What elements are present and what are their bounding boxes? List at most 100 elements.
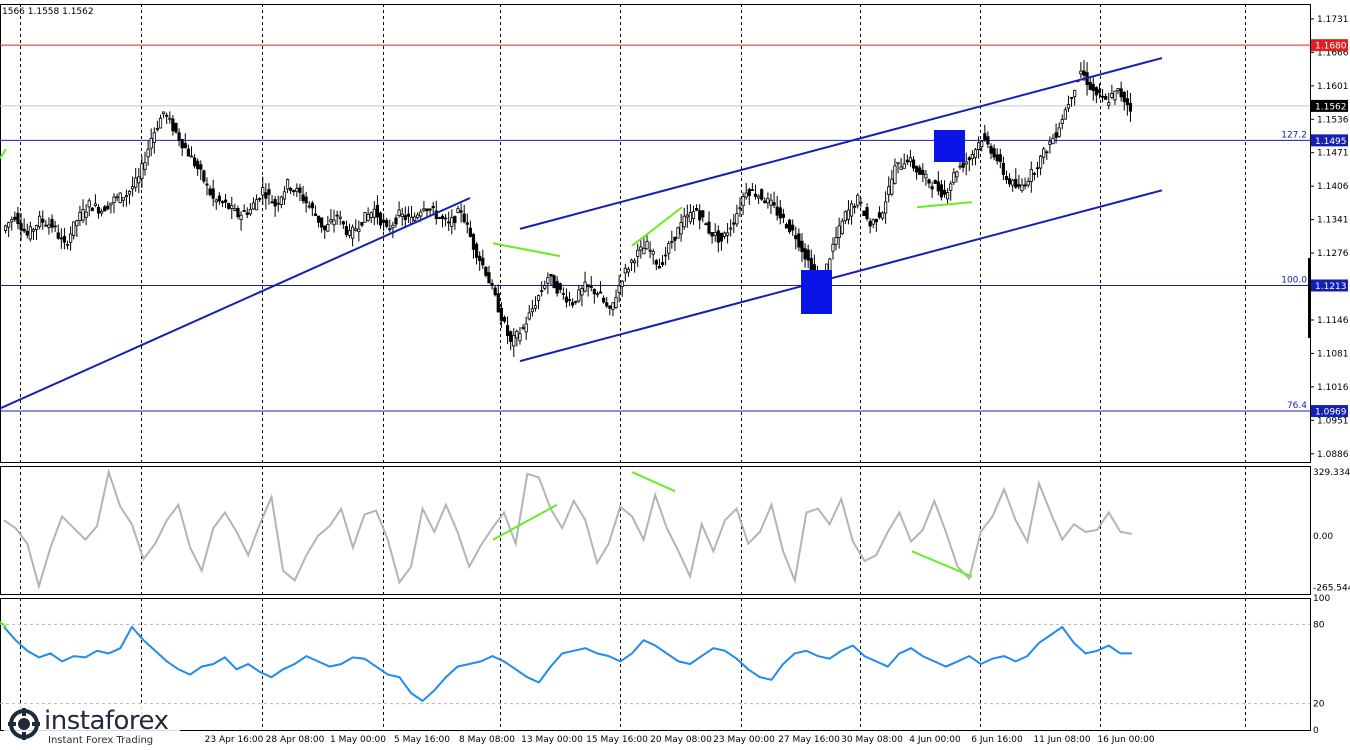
bull-candle (47, 224, 51, 228)
bear-candle (905, 159, 909, 163)
bear-candle (775, 206, 779, 216)
bear-candle (592, 288, 596, 295)
bull-candle (1011, 179, 1015, 186)
bear-candle (236, 208, 240, 217)
bull-candle (738, 207, 742, 210)
bull-candle (248, 209, 252, 215)
bear-candle (505, 325, 510, 336)
bear-candle (1128, 102, 1133, 112)
bear-candle (474, 243, 479, 258)
bull-candle (254, 199, 259, 211)
bear-candle (478, 255, 482, 262)
y-tick-label: 1.0886 (1317, 450, 1349, 460)
bull-candle (908, 157, 913, 162)
bear-candle (403, 215, 407, 221)
y-tick-label: 1.1666 (1317, 48, 1349, 58)
bear-candle (1014, 178, 1018, 188)
bear-candle (760, 189, 764, 200)
bear-candle (784, 224, 789, 229)
bear-candle (301, 194, 305, 202)
y-tick-label: 1.1081 (1317, 349, 1349, 359)
bear-candle (1119, 88, 1123, 98)
bull-candle (239, 214, 243, 221)
bear-candle (936, 181, 940, 192)
bull-candle (691, 211, 696, 220)
bear-candle (313, 213, 318, 216)
cci-tick-label: 329.3341 (1313, 468, 1350, 478)
bull-candle (946, 192, 950, 200)
bull-candle (31, 229, 36, 232)
bull-candle (1042, 148, 1046, 158)
bull-candle (131, 186, 135, 190)
y-tick-label: 1.0951 (1317, 416, 1349, 426)
bull-candle (1079, 70, 1083, 75)
fibo-level-label: 76.4 (1287, 401, 1307, 411)
bull-candle (149, 137, 153, 149)
bear-candle (707, 221, 711, 234)
bull-candle (642, 247, 646, 255)
bull-candle (980, 140, 984, 148)
bull-candle (189, 155, 194, 158)
bull-candle (1038, 155, 1043, 169)
bear-candle (1054, 132, 1058, 138)
fibo-level-label: 100.0 (1281, 275, 1307, 285)
bear-candle (853, 205, 857, 208)
bear-candle (1035, 167, 1040, 170)
rsi-tick-label: 20 (1313, 700, 1325, 710)
bear-candle (385, 220, 389, 227)
logo-brand: instaforex (44, 706, 169, 736)
bull-candle (741, 196, 745, 207)
bear-candle (180, 139, 184, 149)
bear-candle (1001, 162, 1005, 175)
bull-candle (518, 333, 522, 342)
bear-candle (304, 196, 308, 204)
bear-candle (447, 221, 451, 224)
bull-candle (69, 233, 73, 243)
bull-candle (543, 285, 547, 289)
bear-candle (462, 213, 466, 223)
bear-candle (208, 188, 212, 196)
bull-candle (307, 205, 311, 208)
bear-candle (103, 206, 107, 212)
bull-candle (78, 212, 82, 221)
bear-candle (378, 212, 383, 226)
bull-candle (744, 192, 748, 198)
level-price-label: 1.1680 (1315, 42, 1347, 52)
divergence-line (916, 201, 973, 209)
bear-candle (939, 184, 944, 198)
bear-candle (196, 160, 200, 170)
bull-candle (515, 331, 519, 339)
bear-candle (344, 226, 349, 236)
bull-candle (1066, 104, 1071, 109)
bull-candle (282, 191, 287, 200)
bull-candle (158, 117, 163, 129)
bull-candle (856, 194, 860, 206)
bull-candle (347, 230, 352, 236)
bull-candle (713, 232, 717, 236)
bull-candle (450, 217, 454, 227)
bear-candle (1007, 178, 1012, 185)
bear-candle (425, 208, 429, 212)
rsi-tick-label: 80 (1313, 620, 1325, 630)
bull-candle (391, 224, 395, 229)
channel-upper-line (519, 57, 1163, 230)
bear-candle (862, 210, 866, 216)
bull-candle (10, 219, 14, 223)
bear-candle (586, 284, 590, 287)
bear-candle (16, 212, 20, 225)
bull-candle (372, 208, 376, 218)
bull-candle (456, 208, 460, 214)
bull-candle (840, 220, 844, 235)
x-tick-label: 4 Jun 00:00 (909, 735, 961, 745)
bull-candle (834, 237, 838, 245)
bear-candle (394, 217, 398, 225)
bull-candle (230, 205, 234, 209)
bull-candle (648, 249, 652, 252)
bear-candle (56, 232, 60, 239)
bull-candle (1116, 88, 1120, 92)
x-tick-label: 23 May 00:00 (713, 735, 775, 745)
bull-candle (351, 226, 355, 239)
bull-candle (729, 227, 733, 230)
bear-candle (921, 169, 925, 175)
bull-candle (413, 216, 417, 221)
